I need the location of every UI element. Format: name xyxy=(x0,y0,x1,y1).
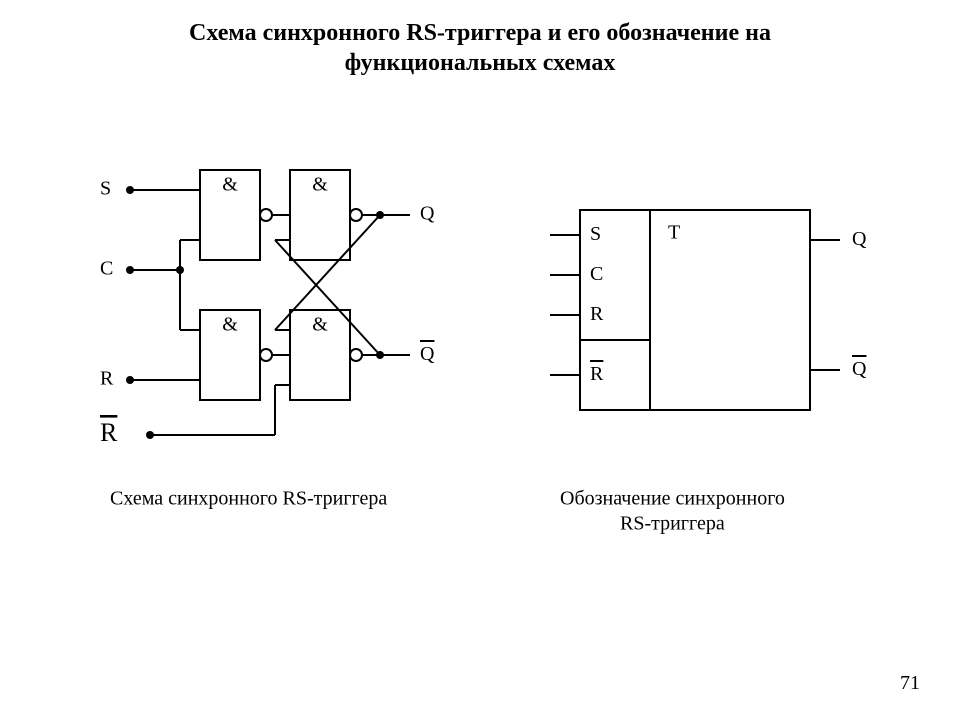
svg-text:&: & xyxy=(312,174,328,196)
svg-text:&: & xyxy=(222,174,238,196)
svg-text:Q: Q xyxy=(852,358,867,380)
svg-text:RS-триггера: RS-триггера xyxy=(620,513,725,535)
svg-text:R: R xyxy=(100,418,118,447)
svg-text:R: R xyxy=(590,363,604,385)
svg-text:Q: Q xyxy=(420,203,435,225)
diagram-svg: &&&&SCRRQQСхема синхронного RS-триггераT… xyxy=(0,0,960,720)
svg-text:C: C xyxy=(100,258,113,280)
svg-text:S: S xyxy=(100,178,111,200)
page-number: 71 xyxy=(900,672,920,695)
svg-text:Схема синхронного RS-триггера: Схема синхронного RS-триггера xyxy=(110,488,387,510)
svg-text:&: & xyxy=(222,314,238,336)
svg-text:R: R xyxy=(100,368,114,390)
svg-text:R: R xyxy=(590,303,604,325)
svg-text:Q: Q xyxy=(852,228,867,250)
svg-text:C: C xyxy=(590,263,603,285)
svg-text:Q: Q xyxy=(420,343,435,365)
svg-text:Обозначение синхронного: Обозначение синхронного xyxy=(560,488,785,510)
svg-text:&: & xyxy=(312,314,328,336)
svg-text:T: T xyxy=(668,222,680,244)
svg-text:S: S xyxy=(590,223,601,245)
